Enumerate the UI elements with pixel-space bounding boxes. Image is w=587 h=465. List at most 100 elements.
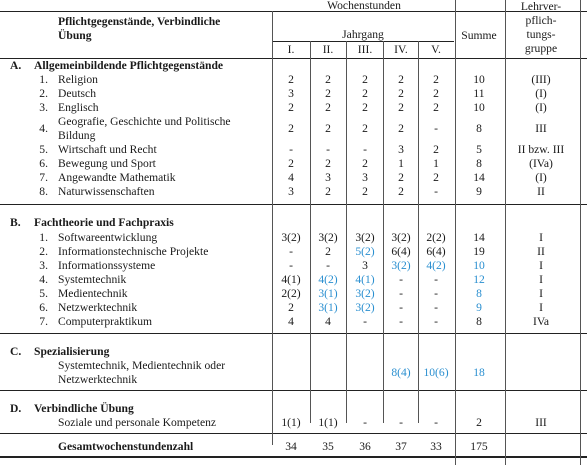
column-rule [346,41,347,423]
year-header-2: II. [322,43,334,56]
row-number: 8. [39,185,48,198]
row-sum: 8 [476,157,482,170]
column-rule [310,41,311,423]
subject-header-line1: Pflichtgegenstände, Verbindliche [58,15,221,28]
year-hours-1: - [289,259,293,272]
wochenstunden-header: Wochenstunden [327,0,401,12]
jahrgang-rule [272,41,454,42]
row-number: 5. [39,143,48,156]
year-hours-4: 3(2) [391,259,411,272]
subject-name: Geografie, Geschichte und Politische [58,115,231,128]
header-rule-bottom [0,58,587,59]
subject-name: Naturwissenschaften [58,185,155,198]
column-rule [505,0,506,465]
teaching-group: (I) [535,101,547,114]
total-year-3: 36 [359,440,371,453]
column-rule [455,0,456,465]
year-hours-4: - [399,287,403,300]
row-number: 2. [39,245,48,258]
year-hours-3: 2 [362,157,368,170]
year-hours-4: 1 [398,157,404,170]
column-rule [580,0,581,465]
year-hours-5: 2 [433,143,439,156]
subject-name: Netzwerktechnik [58,301,138,314]
teaching-group: (IVa) [529,157,553,170]
subject-name: Systemtechnik [58,273,127,286]
teaching-group: I [539,273,543,286]
year-hours-3: - [363,315,367,328]
year-hours-5: 4(2) [426,259,446,272]
subject-name: Computerpraktikum [58,315,153,328]
subject-name: Systemtechnik, Medientechnik oder [58,359,226,372]
year-hours-3: 2 [362,87,368,100]
year-header-4: IV. [394,43,408,56]
teaching-group: I [539,231,543,244]
year-hours-2: 3(1) [318,287,338,300]
teaching-group: II [537,185,545,198]
year-hours-5: 1 [433,157,439,170]
teaching-group: (I) [535,171,547,184]
section-rule [0,433,587,434]
year-hours-1: 2 [288,301,294,314]
year-hours-3: 2 [362,185,368,198]
teaching-group: IVa [532,315,550,328]
section-letter: A. [10,59,22,72]
section-rule [0,390,587,391]
row-sum: 8 [476,315,482,328]
year-hours-1: 2(2) [281,287,301,300]
section-title: Verbindliche Übung [34,402,134,415]
year-hours-2: 2 [325,185,331,198]
year-hours-5: - [434,416,438,429]
column-rule [272,11,273,445]
teaching-group: III [535,416,547,429]
subject-name: Wirtschaft und Recht [58,143,157,156]
teaching-group: (III) [531,73,551,86]
year-hours-5: 2 [433,87,439,100]
year-hours-1: 2 [288,122,294,135]
row-sum: 9 [476,301,482,314]
row-sum: 2 [476,416,482,429]
year-hours-1: 2 [288,73,294,86]
teaching-group: II bzw. III [517,143,565,156]
year-hours-4: 2 [398,73,404,86]
row-number: 5. [39,287,48,300]
year-hours-1: - [289,245,293,258]
subject-name: Bewegung und Sport [58,157,156,170]
year-header-3: III. [357,43,373,56]
subject-name: Soziale und personale Kompetenz [58,416,217,429]
year-hours-3: 5(2) [355,245,375,258]
year-hours-2: 2 [325,101,331,114]
year-hours-4: 8(4) [391,366,411,379]
row-sum: 14 [473,171,485,184]
year-hours-5: 2 [433,73,439,86]
year-hours-4: 2 [398,101,404,114]
year-hours-2: 4(2) [318,273,338,286]
subject-name: Bildung [58,129,96,142]
year-hours-2: 2 [325,245,331,258]
lehrer-header-4: gruppe [524,42,558,55]
row-sum: 19 [473,245,485,258]
year-hours-3: - [363,143,367,156]
year-hours-5: 2(2) [426,231,446,244]
lehrer-header-1: Lehrver- [520,0,562,13]
year-hours-3: 2 [362,73,368,86]
column-rule [418,41,419,423]
year-hours-1: 4 [288,315,294,328]
row-number: 4. [39,273,48,286]
row-number: 7. [39,171,48,184]
year-hours-4: 3(2) [391,231,411,244]
subject-name: Deutsch [58,87,96,100]
subject-name: Netzwerktechnik [58,373,138,386]
row-sum: 10 [473,101,485,114]
section-title: Allgemeinbildende Pflichtgegenstände [34,59,224,72]
year-hours-5: - [434,287,438,300]
row-sum: 10 [473,259,485,272]
year-hours-1: - [289,143,293,156]
section-rule [0,333,587,334]
year-hours-3: 2 [362,122,368,135]
table-rule-bottom [0,456,587,458]
row-sum: 8 [476,122,482,135]
teaching-group: (I) [535,87,547,100]
year-hours-1: 3(2) [281,231,301,244]
